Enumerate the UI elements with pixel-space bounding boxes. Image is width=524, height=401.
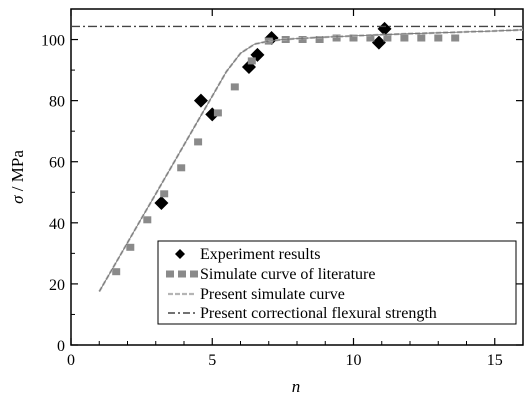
legend: Experiment results Simulate curve of lite…	[157, 240, 517, 325]
literature-point-0	[112, 268, 121, 276]
literature-point-1	[126, 243, 135, 251]
y-tick-label-4: 80	[49, 94, 65, 111]
series-1	[112, 34, 460, 276]
legend-item-1: Simulate curve of literature	[166, 266, 375, 283]
literature-point-6	[213, 109, 222, 117]
literature-point-7	[230, 83, 239, 91]
literature-point-4	[177, 164, 186, 172]
literature-point-8	[247, 57, 256, 65]
legend-symbol-literature-0	[166, 270, 174, 278]
experiment-point-6	[371, 35, 386, 50]
legend-label-1: Simulate curve of literature	[200, 266, 375, 283]
literature-point-17	[400, 34, 409, 42]
legend-symbol-literature-2	[190, 270, 198, 278]
legend-item-3: Present correctional flexural strength	[168, 305, 437, 322]
x-tick-label-3: 15	[487, 352, 503, 369]
y-tick-label-0: 0	[57, 338, 65, 355]
experiment-point-1	[193, 93, 208, 108]
series-2	[98, 28, 524, 293]
experiment-point-4	[250, 47, 265, 62]
literature-point-18	[417, 34, 426, 42]
legend-label-3: Present correctional flexural strength	[200, 305, 437, 322]
legend-symbol-literature-1	[178, 270, 186, 278]
legend-item-0: Experiment results	[175, 246, 320, 263]
x-tick-label-2: 10	[346, 352, 362, 369]
literature-point-15	[366, 34, 375, 42]
literature-point-20	[451, 34, 460, 42]
legend-label-0: Experiment results	[200, 246, 320, 263]
literature-point-19	[434, 34, 443, 42]
y-tick-label-1: 20	[49, 277, 65, 294]
legend-item-2: Present simulate curve	[168, 286, 345, 303]
series-line-present-simulate-core	[98, 29, 524, 292]
legend-symbol-experiment	[175, 249, 185, 259]
legend-box	[157, 240, 517, 325]
x-tick-label-1: 5	[208, 352, 216, 369]
legend-label-2: Present simulate curve	[200, 286, 345, 303]
y-axis-unit: / MPa	[8, 150, 27, 196]
plot-area	[71, 21, 524, 293]
x-tick-label-0: 0	[67, 352, 75, 369]
literature-point-5	[194, 138, 203, 146]
literature-point-11	[298, 36, 307, 43]
x-axis-title: n	[292, 377, 301, 396]
literature-point-16	[383, 34, 392, 42]
y-tick-label-5: 100	[41, 33, 65, 50]
literature-point-2	[143, 216, 152, 224]
literature-point-13	[332, 34, 341, 42]
y-axis-symbol: σ	[8, 195, 27, 204]
literature-point-3	[160, 190, 169, 198]
experiment-point-0	[154, 195, 169, 210]
experiment-point-7	[377, 21, 392, 36]
y-tick-label-3: 60	[49, 155, 65, 172]
literature-point-14	[349, 34, 358, 42]
y-axis-title: σ / MPa	[8, 150, 27, 204]
y-tick-label-2: 40	[49, 216, 65, 233]
series-0	[154, 21, 392, 210]
axes: 0 5 10 15 0 20 40 60 80 100	[41, 9, 523, 369]
literature-point-12	[315, 36, 324, 43]
